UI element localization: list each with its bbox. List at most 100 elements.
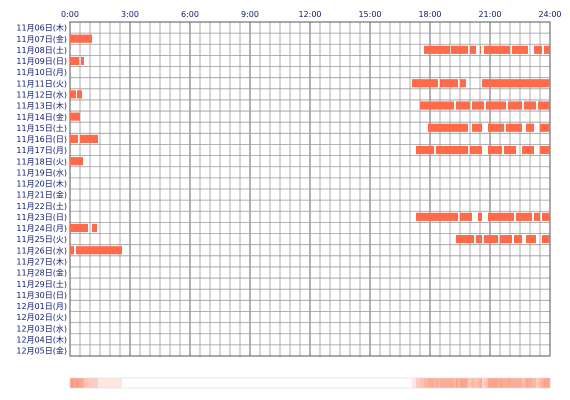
heat-strip-cell: [514, 378, 517, 388]
activity-bar: [504, 145, 516, 155]
heat-strip-cell: [518, 378, 521, 388]
heat-strip-cell: [358, 378, 361, 388]
heat-strip-cell: [234, 378, 237, 388]
heat-strip-cell: [152, 378, 155, 388]
heat-strip-cell: [264, 378, 267, 388]
activity-bar: [488, 123, 504, 132]
heat-strip-cell: [190, 378, 193, 388]
activity-bar: [70, 157, 83, 166]
heat-strip-cell: [288, 378, 291, 388]
x-tick-label: 9:00: [241, 10, 259, 19]
activity-bar: [534, 212, 540, 221]
activity-bar: [534, 45, 542, 54]
heat-strip-cell: [470, 378, 473, 388]
heat-strip-cell: [464, 378, 467, 388]
heat-strip-cell: [532, 378, 535, 388]
heat-strip-cell: [432, 378, 435, 388]
heat-strip-cell: [354, 378, 357, 388]
heat-strip-cell: [94, 378, 97, 388]
heat-strip-cell: [88, 378, 91, 388]
activity-bar: [81, 56, 84, 66]
x-tick-label: 3:00: [121, 10, 139, 19]
activity-bar: [516, 212, 532, 221]
heat-strip-cell: [334, 378, 337, 388]
heat-strip-cell: [224, 378, 227, 388]
heat-strip-cell: [114, 378, 117, 388]
heat-strip-cell: [492, 378, 495, 388]
heat-strip-cell: [78, 378, 81, 388]
heat-strip-cell: [82, 378, 85, 388]
heat-strip-cell: [184, 378, 187, 388]
heat-strip-cell: [340, 378, 343, 388]
activity-bar: [540, 145, 550, 155]
heat-strip-cell: [498, 378, 501, 388]
heat-strip-cell: [76, 378, 79, 388]
heat-strip-cell: [268, 378, 271, 388]
heat-strip-cell: [356, 378, 359, 388]
row-label: 11月10日(月): [16, 68, 67, 77]
activity-bar: [416, 212, 458, 221]
heat-strip-cell: [116, 378, 119, 388]
heat-strip-cell: [200, 378, 203, 388]
heat-strip-cell: [86, 378, 89, 388]
activity-bar: [70, 90, 76, 99]
heat-strip-cell: [232, 378, 235, 388]
activity-bar: [514, 235, 522, 244]
heat-strip-cell: [456, 378, 459, 388]
heat-strip-cell: [448, 378, 451, 388]
heat-strip-cell: [538, 378, 541, 388]
activity-bar: [436, 145, 468, 155]
row-label: 11月12日(水): [16, 89, 67, 99]
heat-strip-cell: [420, 378, 423, 388]
activity-bar: [484, 235, 498, 244]
heat-strip-cell: [204, 378, 207, 388]
activity-bar: [470, 145, 482, 155]
heat-strip-cell: [516, 378, 519, 388]
heat-strip-cell: [480, 378, 483, 388]
heat-strip-cell: [404, 378, 407, 388]
activity-bars: [70, 34, 550, 255]
heat-strip-cell: [206, 378, 209, 388]
activity-bar: [512, 45, 528, 54]
row-label: 11月15日(土): [16, 123, 67, 133]
heat-strip-cell: [238, 378, 241, 388]
heat-strip-cell: [350, 378, 353, 388]
activity-bar: [440, 79, 458, 88]
heat-strip-cell: [476, 378, 479, 388]
heat-strip-cell: [74, 378, 77, 388]
activity-bar: [526, 235, 536, 244]
heat-strip-cell: [528, 378, 531, 388]
heat-strip-cell: [474, 378, 477, 388]
heat-strip-cell: [106, 378, 109, 388]
heat-strip-cell: [194, 378, 197, 388]
heat-strip-cell: [406, 378, 409, 388]
heat-strip-cell: [186, 378, 189, 388]
activity-bar: [416, 145, 434, 155]
heat-strip-cell: [526, 378, 529, 388]
row-label: 11月14日(金): [16, 112, 67, 122]
heat-strip-cell: [166, 378, 169, 388]
heat-strip-cell: [254, 378, 257, 388]
activity-bar: [70, 223, 88, 233]
heat-strip-cell: [328, 378, 331, 388]
heat-strip-cell: [98, 378, 101, 388]
heat-strip-cell: [214, 378, 217, 388]
heat-strip-cell: [220, 378, 223, 388]
heat-strip-cell: [118, 378, 121, 388]
x-tick-label: 12:00: [298, 10, 321, 19]
activity-bar: [488, 145, 502, 155]
row-label: 11月08日(土): [16, 45, 67, 55]
heat-strip-cell: [402, 378, 405, 388]
row-label: 12月01日(月): [16, 302, 67, 311]
heat-strip-cell: [80, 378, 83, 388]
activity-bar: [460, 212, 472, 221]
heat-strip-cell: [422, 378, 425, 388]
heat-strip-cell: [304, 378, 307, 388]
heat-strip-cell: [314, 378, 317, 388]
x-tick-label: 15:00: [358, 10, 381, 19]
row-label: 11月06日(木): [16, 23, 67, 33]
x-tick-label: 18:00: [418, 10, 441, 19]
heat-strip-cell: [172, 378, 175, 388]
heat-strip-cell: [182, 378, 185, 388]
